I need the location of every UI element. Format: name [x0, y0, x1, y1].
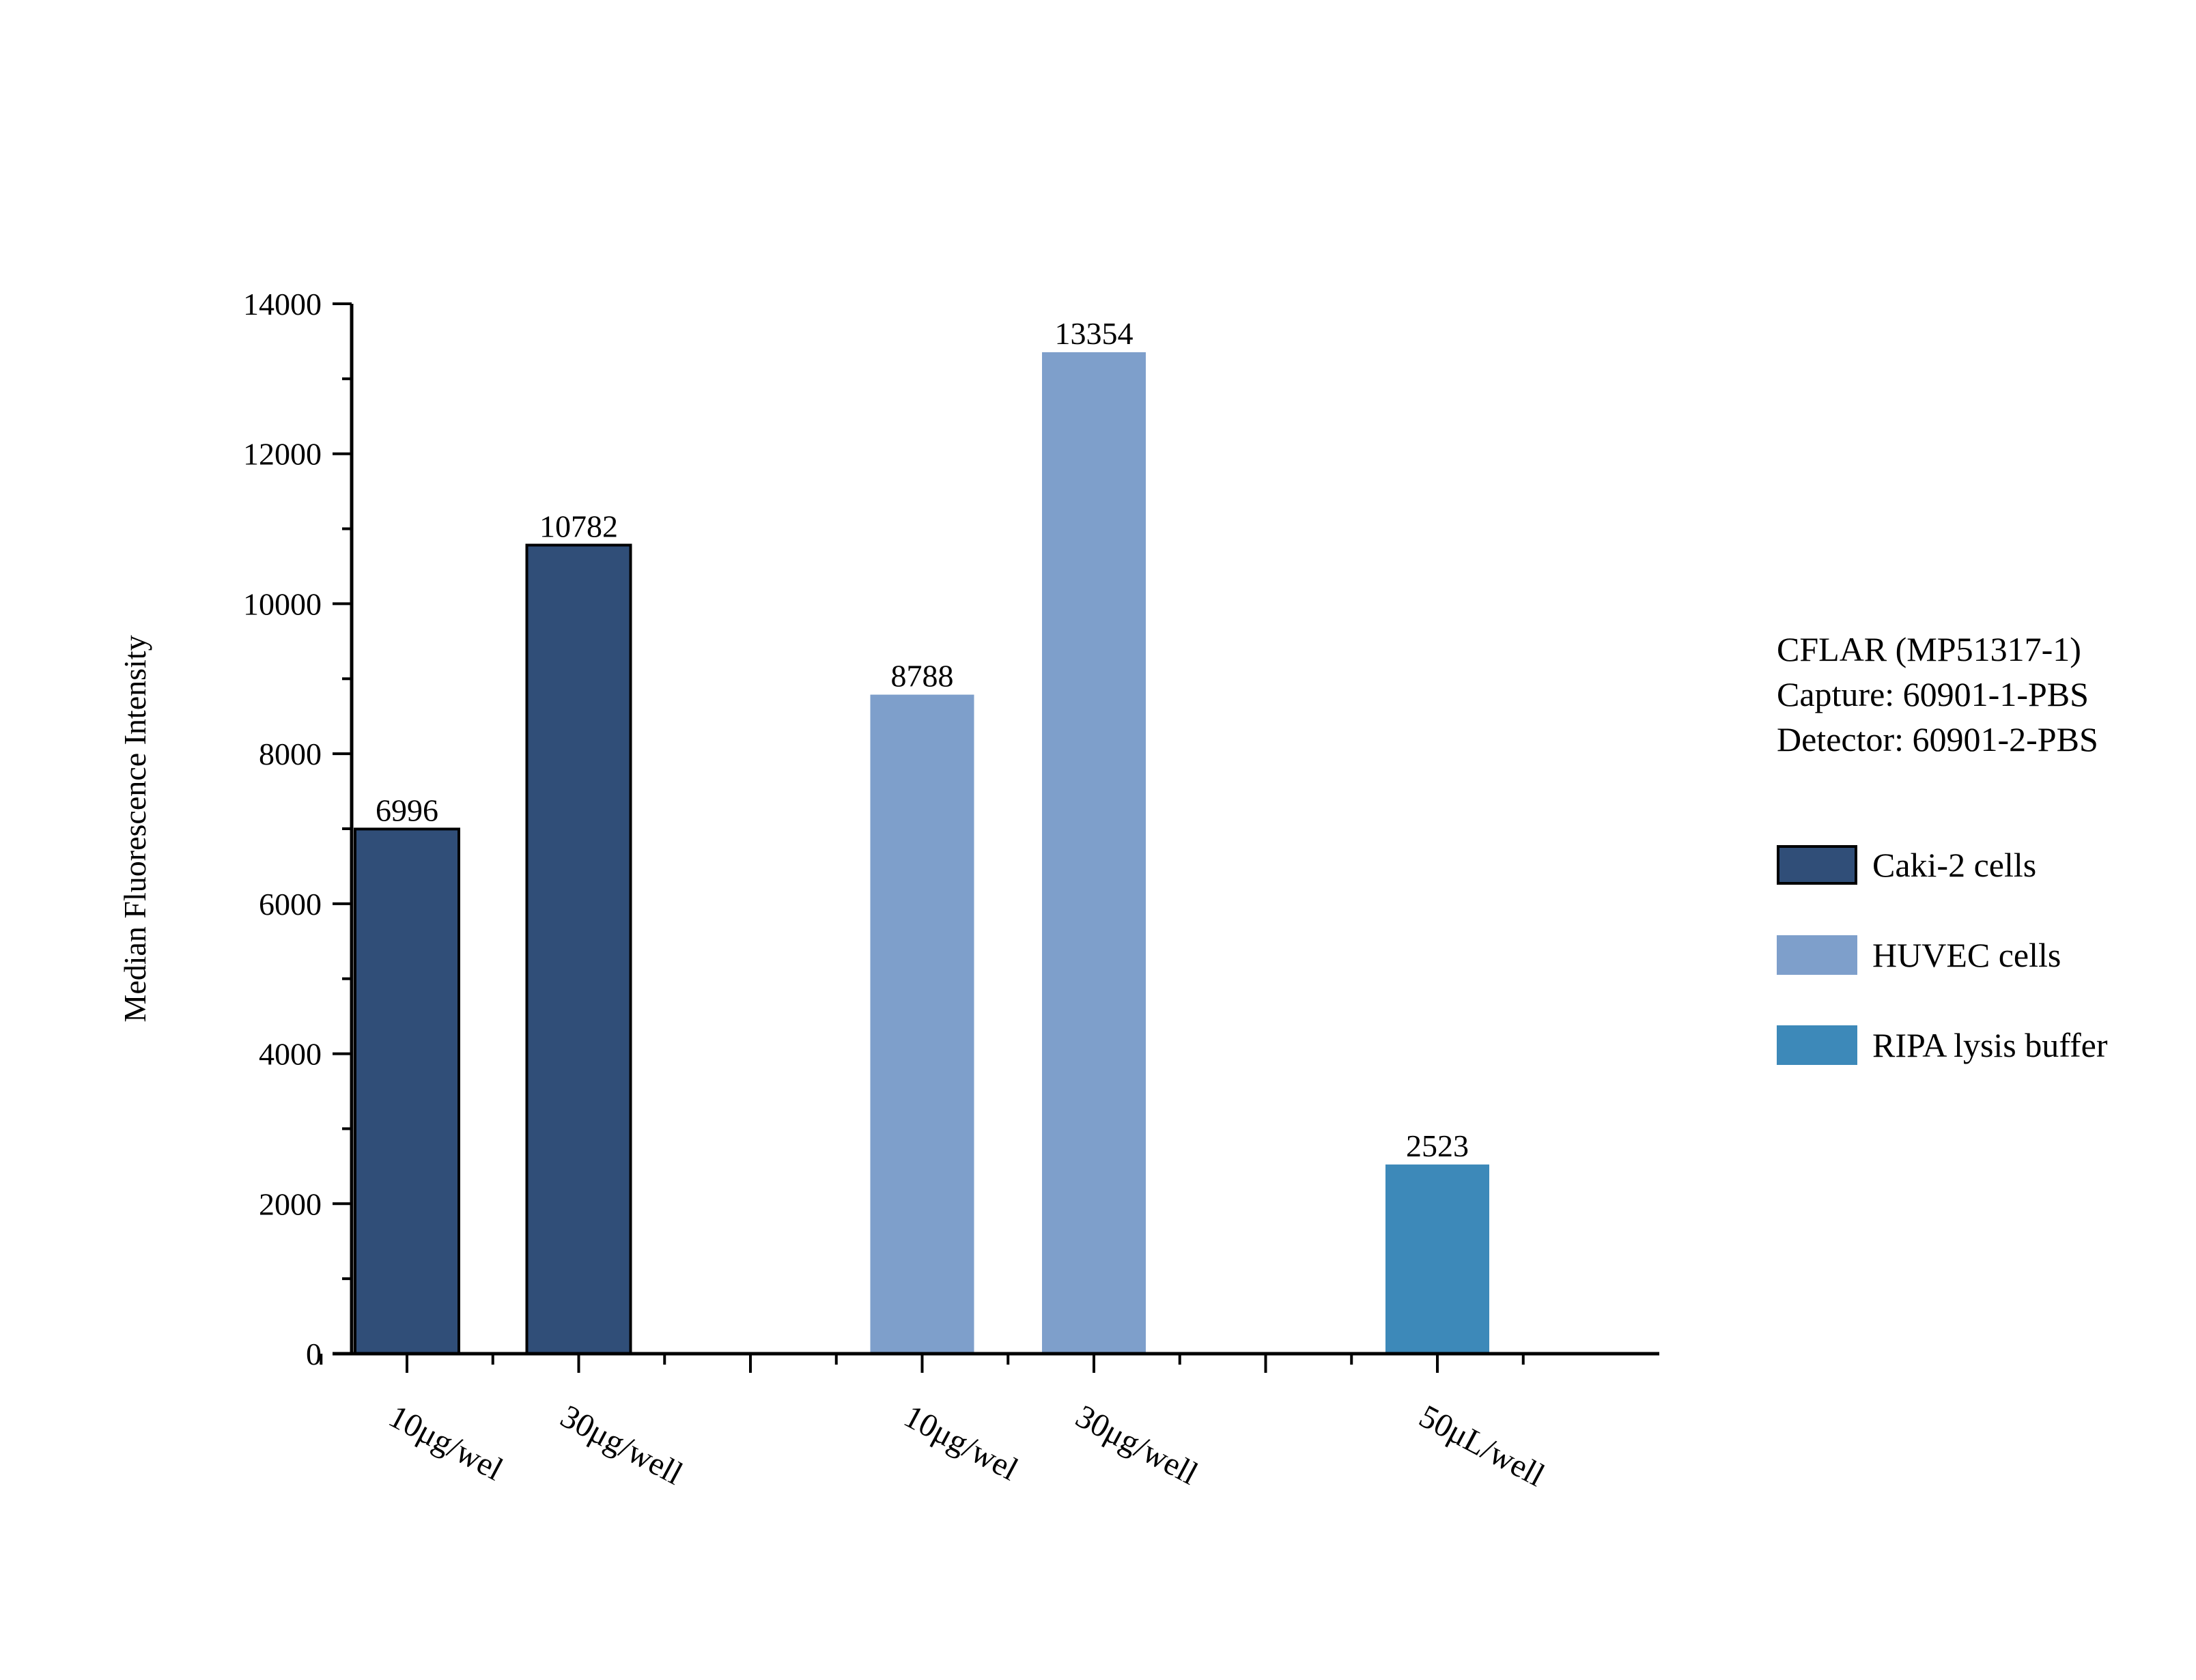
- y-axis-ticks: 0 2000 4000 6000 8000 10000 12000 14000: [243, 287, 352, 1371]
- x-category-label-4: 30μg/well: [1070, 1398, 1204, 1492]
- legend-swatch-huvec: [1777, 935, 1857, 975]
- info-capture: Capture: 60901-1-PBS: [1777, 675, 2089, 713]
- data-labels: 6996 10782 8788 13354 2523: [376, 316, 1469, 1163]
- legend-label-caki2: Caki-2 cells: [1872, 846, 2037, 884]
- bars: [354, 352, 1489, 1355]
- bar-3: [870, 694, 974, 1354]
- y-tick-label: 8000: [259, 737, 322, 771]
- legend-label-huvec: HUVEC cells: [1872, 936, 2061, 974]
- y-tick-label: 6000: [259, 887, 322, 922]
- x-axis: 10μg/wel 30μg/well 10μg/wel 30μg/well 50μL/w…: [320, 1352, 1659, 1494]
- legend-label-ripa: RIPA lysis buffer: [1872, 1026, 2108, 1064]
- y-tick-label: 12000: [243, 437, 322, 472]
- y-tick-label: 2000: [259, 1186, 322, 1221]
- info-detector: Detector: 60901-2-PBS: [1777, 720, 2098, 758]
- bar-5: [1385, 1164, 1489, 1354]
- data-label-4: 13354: [1055, 316, 1134, 351]
- bar-2: [525, 543, 632, 1355]
- x-category-label-1: 10μg/wel: [383, 1398, 509, 1487]
- y-tick-label: 0: [306, 1337, 322, 1371]
- data-label-3: 8788: [891, 659, 954, 694]
- legend-swatch-ripa: [1777, 1025, 1857, 1065]
- data-label-2: 10782: [539, 509, 618, 544]
- bar-4: [1042, 352, 1146, 1354]
- y-tick-label: 4000: [259, 1037, 322, 1072]
- y-axis-title: Median Fluorescence Intensity: [117, 635, 152, 1022]
- info-target: CFLAR (MP51317-1): [1777, 630, 2081, 668]
- x-category-label-3: 10μg/wel: [898, 1398, 1024, 1487]
- data-label-5: 2523: [1406, 1128, 1469, 1163]
- bar-1: [354, 827, 460, 1355]
- legend-swatch-caki2: [1777, 845, 1857, 885]
- x-category-label-2: 30μg/well: [554, 1398, 688, 1492]
- data-label-1: 6996: [376, 793, 438, 827]
- x-category-label-5: 50μL/well: [1413, 1398, 1551, 1494]
- y-tick-label: 14000: [243, 287, 322, 322]
- y-tick-label: 10000: [243, 586, 322, 621]
- info-block: CFLAR (MP51317-1) Capture: 60901-1-PBS D…: [1777, 627, 2098, 762]
